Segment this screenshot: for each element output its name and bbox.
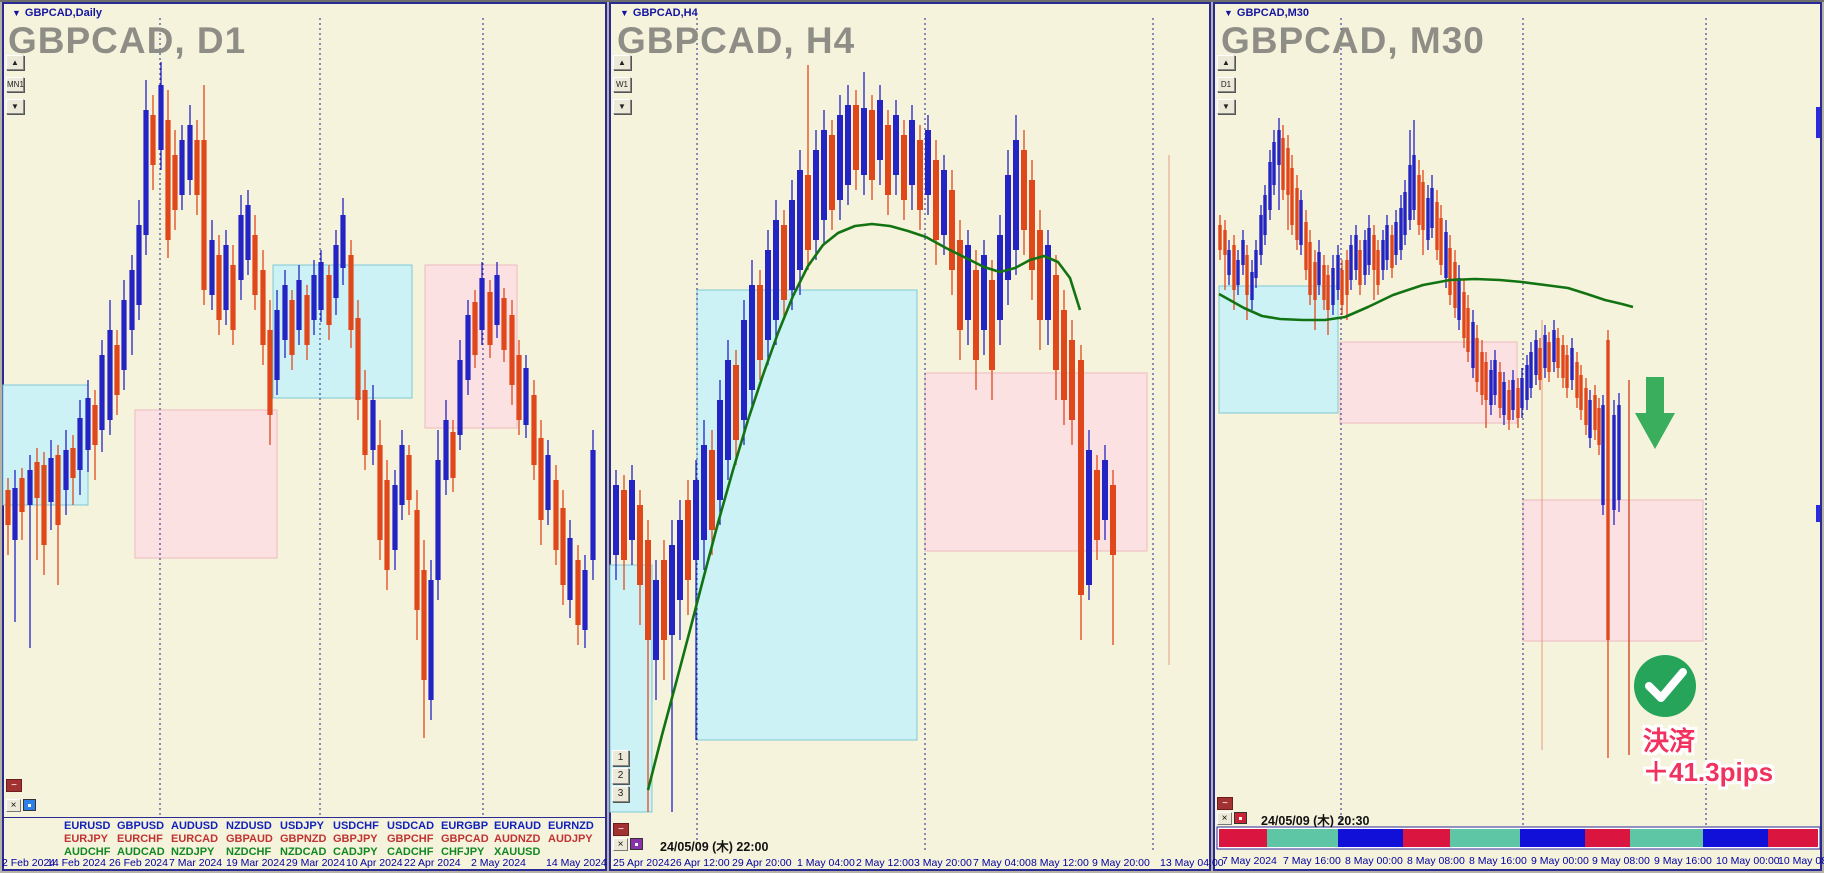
chart-window-m30 — [1213, 2, 1822, 871]
window-top-edge — [0, 0, 1824, 2]
chart-window-h4 — [609, 2, 1211, 871]
chart-window-d1 — [2, 2, 607, 871]
